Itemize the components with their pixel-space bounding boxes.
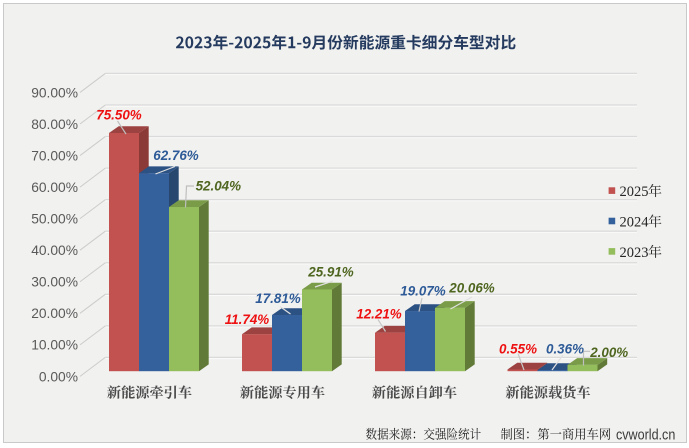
svg-text:62.76%: 62.76% <box>153 148 199 163</box>
svg-text:17.81%: 17.81% <box>255 291 301 306</box>
svg-text:0.00%: 0.00% <box>39 369 78 384</box>
svg-text:2024: 2024 <box>620 214 650 230</box>
svg-text:50.00%: 50.00% <box>31 212 78 227</box>
svg-text:30.00%: 30.00% <box>31 275 78 290</box>
svg-text:20.06%: 20.06% <box>448 281 495 296</box>
svg-text:10.00%: 10.00% <box>31 338 78 353</box>
svg-text:90.00%: 90.00% <box>31 85 78 100</box>
svg-text:60.00%: 60.00% <box>31 180 78 195</box>
svg-text:0.36%: 0.36% <box>546 341 584 356</box>
svg-text:52.04%: 52.04% <box>196 179 242 194</box>
svg-text:2.00%: 2.00% <box>589 345 628 360</box>
svg-text:40.00%: 40.00% <box>31 243 78 258</box>
svg-text:19.07%: 19.07% <box>400 284 446 299</box>
svg-text:75.50%: 75.50% <box>96 108 142 123</box>
svg-text:2025: 2025 <box>620 184 649 200</box>
svg-text:70.00%: 70.00% <box>31 148 78 163</box>
svg-text:12.21%: 12.21% <box>356 307 402 322</box>
svg-text:0.55%: 0.55% <box>499 341 537 356</box>
svg-text:25.91%: 25.91% <box>307 265 354 280</box>
svg-text:20.00%: 20.00% <box>31 306 78 321</box>
svg-text:2023: 2023 <box>620 245 649 261</box>
svg-text:11.74%: 11.74% <box>225 312 270 327</box>
svg-text:cvworld.cn: cvworld.cn <box>616 426 675 443</box>
svg-text:80.00%: 80.00% <box>31 117 78 132</box>
